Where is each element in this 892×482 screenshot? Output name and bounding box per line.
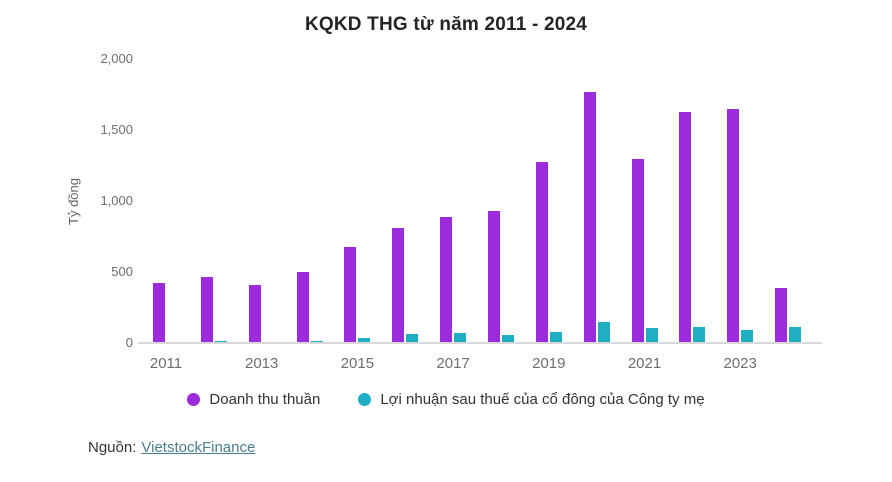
bar-profit-2020[interactable] <box>597 322 610 343</box>
bar-profit-2022[interactable] <box>693 327 706 343</box>
plot-area <box>140 59 822 343</box>
x-tick-label: 2019 <box>532 355 566 372</box>
bar-profit-2015[interactable] <box>358 337 371 343</box>
profit-legend-dot-icon <box>358 393 372 406</box>
bar-revenue-2019[interactable] <box>535 161 548 343</box>
bar-revenue-2014[interactable] <box>296 272 309 343</box>
bar-revenue-2012[interactable] <box>200 276 213 343</box>
bar-revenue-2020[interactable] <box>583 92 596 343</box>
y-tick-label: 1,000 <box>100 193 133 208</box>
bar-revenue-2024[interactable] <box>775 287 788 343</box>
bar-profit-2021[interactable] <box>645 327 658 343</box>
vietstock-finance-link[interactable]: VietstockFinance <box>141 439 256 456</box>
x-tick-label: 2021 <box>627 355 662 372</box>
bar-revenue-2017[interactable] <box>440 217 453 343</box>
bar-revenue-2013[interactable] <box>248 285 261 343</box>
x-tick-label: 2023 <box>723 355 757 372</box>
y-tick-label: 2,000 <box>100 51 133 66</box>
bar-revenue-2015[interactable] <box>344 247 357 343</box>
chart-title: KQKD THG từ năm 2011 - 2024 <box>304 14 588 35</box>
bar-revenue-2021[interactable] <box>631 159 644 343</box>
source-label: Nguồn: <box>88 439 137 456</box>
bar-profit-2023[interactable] <box>741 329 754 343</box>
bar-profit-2018[interactable] <box>501 335 514 343</box>
y-tick-label: 0 <box>125 335 133 350</box>
x-tick-label: 2015 <box>340 355 375 372</box>
bar-revenue-2023[interactable] <box>727 108 740 343</box>
legend-item-loi-nhuan-sau-thue[interactable]: Lợi nhuận sau thuế của cổ đông của Công … <box>358 391 705 408</box>
bar-revenue-2018[interactable] <box>487 210 500 343</box>
y-tick-label: 1,500 <box>100 122 133 137</box>
bar-profit-2017[interactable] <box>454 332 467 343</box>
bar-revenue-2016[interactable] <box>392 228 405 343</box>
bar-revenue-2022[interactable] <box>679 111 692 343</box>
bar-profit-2024[interactable] <box>789 327 802 343</box>
legend-label: Lợi nhuận sau thuế của cổ đông của Công … <box>380 391 705 408</box>
source-line: Nguồn: VietstockFinance <box>88 439 255 456</box>
x-axis-line <box>138 342 822 344</box>
x-tick-label: 2011 <box>149 355 183 372</box>
legend-item-doanh-thu-thuan[interactable]: Doanh thu thuần <box>187 391 320 408</box>
bar-profit-2016[interactable] <box>406 333 419 343</box>
revenue-legend-dot-icon <box>187 393 201 406</box>
bar-profit-2019[interactable] <box>549 331 562 343</box>
x-tick-label: 2017 <box>436 355 470 372</box>
legend: Doanh thu thuần Lợi nhuận sau thuế của c… <box>0 391 892 408</box>
legend-label: Doanh thu thuần <box>209 391 321 408</box>
y-tick-label: 500 <box>111 264 133 279</box>
bar-revenue-2011[interactable] <box>153 282 165 343</box>
x-tick-label: 2013 <box>245 355 279 372</box>
